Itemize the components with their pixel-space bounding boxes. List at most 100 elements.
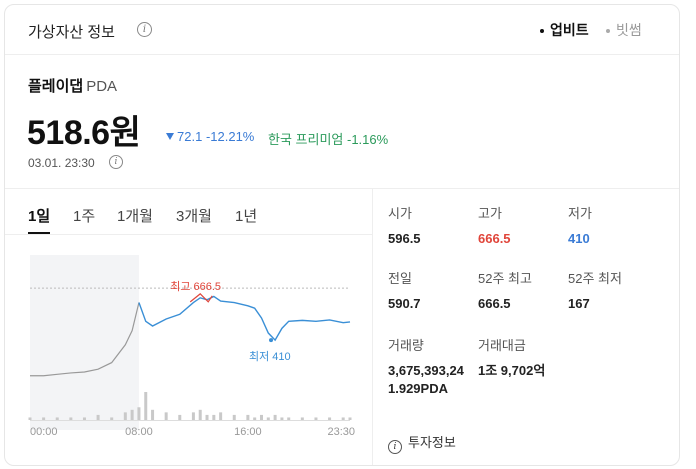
low-annotation: 최저 410 [249, 350, 291, 363]
volume-bar [123, 412, 127, 420]
volume-bar [55, 417, 59, 420]
stat-label: 거래량 [388, 338, 424, 353]
stat-prev-close: 전일 590.7 [388, 268, 478, 313]
volume-bar [259, 414, 263, 420]
current-price: 518.6원 [27, 114, 141, 152]
tab-1w[interactable]: 1주 [73, 208, 96, 225]
volume-bar [130, 409, 134, 420]
stat-value: 666.5 [478, 296, 511, 311]
volume-bar [212, 414, 216, 420]
info-icon[interactable]: i [137, 22, 152, 37]
high-annotation: 최고 666.5 [170, 280, 221, 293]
stat-label: 전일 [388, 271, 412, 286]
asset-symbol: PDA [86, 78, 118, 95]
source-label: 업비트 [550, 22, 589, 38]
volume-bar [314, 417, 318, 420]
volume-bar [96, 414, 100, 420]
volume-bar [82, 417, 86, 420]
section-divider [5, 188, 679, 189]
stat-label: 저가 [568, 206, 592, 221]
stat-label: 거래대금 [478, 338, 526, 353]
stat-label: 52주 최고 [478, 271, 532, 286]
volume-bar [246, 414, 250, 420]
source-label: 빗썸 [616, 22, 642, 38]
volume-bar [287, 417, 291, 420]
volume-bar [341, 417, 345, 420]
inactive-dot-icon [606, 29, 610, 34]
active-dot-icon [540, 29, 544, 34]
stat-value: 1조 9,702억 [478, 363, 546, 378]
volume-bar [69, 417, 73, 420]
change-amount: 72.1 [177, 129, 203, 144]
x-tick-label: 23:30 [327, 426, 355, 438]
volume-bar [42, 417, 46, 420]
volume-bar [328, 417, 332, 420]
volume-bar [198, 409, 202, 420]
volume-bar [205, 414, 209, 420]
volume-bar [348, 417, 352, 420]
stat-value: 666.5 [478, 231, 511, 246]
x-tick-label: 00:00 [30, 426, 58, 438]
stat-52w-high: 52주 최고 666.5 [478, 268, 568, 313]
volume-bar [144, 392, 148, 420]
stat-value: 410 [568, 231, 590, 246]
volume-bar [266, 417, 270, 420]
volume-bar [191, 412, 195, 420]
stat-value: 167 [568, 296, 590, 311]
price-chart[interactable]: 최고 666.5 최저 410 00:00 08:00 16:00 23:30 [25, 255, 365, 440]
stat-open: 시가 596.5 [388, 203, 478, 248]
stat-value: 3,675,393,241.929PDA [388, 363, 464, 396]
korea-premium: 한국 프리미엄 -1.16% [268, 132, 389, 147]
pre-market-line [30, 302, 140, 377]
tabs-underline [5, 234, 372, 235]
stat-52w-low: 52주 최저 167 [568, 268, 658, 313]
source-tab-upbit[interactable]: 업비트 [540, 20, 589, 40]
asset-name: 플레이댑 [28, 78, 84, 95]
stat-low: 저가 410 [568, 203, 658, 248]
x-tick-label: 16:00 [234, 426, 262, 438]
stat-value: 596.5 [388, 231, 421, 246]
crypto-info-card: 가상자산 정보 i 업비트 빗썸 플레이댑 PDA 518.6원 72.1 -12… [4, 4, 680, 466]
stat-label: 고가 [478, 206, 502, 221]
low-marker [269, 338, 274, 343]
volume-bar [137, 407, 141, 420]
down-triangle-icon [166, 133, 174, 140]
stat-high: 고가 666.5 [478, 203, 568, 248]
volume-bar [110, 417, 114, 420]
tab-1m[interactable]: 1개월 [117, 208, 153, 225]
stat-label: 시가 [388, 206, 412, 221]
x-tick-label: 08:00 [125, 426, 153, 438]
tab-1y[interactable]: 1년 [235, 208, 258, 225]
source-tab-bithumb[interactable]: 빗썸 [606, 20, 642, 40]
invest-info-link[interactable]: i 투자정보 [388, 432, 456, 454]
tab-3m[interactable]: 3개월 [176, 208, 212, 225]
timestamp: 03.01. 23:30 [28, 156, 95, 170]
invest-info-label: 투자정보 [408, 435, 456, 450]
timestamp-info-icon[interactable]: i [109, 155, 123, 169]
column-divider [372, 189, 373, 465]
info-icon: i [388, 440, 402, 454]
volume-bar [164, 412, 168, 420]
volume-bar [300, 417, 304, 420]
pre-market-shade [30, 255, 139, 430]
stat-label: 52주 최저 [568, 271, 622, 286]
stat-turnover: 거래대금 1조 9,702억 [478, 335, 578, 380]
volume-bar [28, 417, 32, 420]
high-marker [189, 293, 213, 303]
stat-value: 590.7 [388, 296, 421, 311]
change-percent: -12.21% [205, 129, 255, 144]
tab-1d[interactable]: 1일 [28, 205, 51, 234]
asset-name-row: 플레이댑 PDA [28, 75, 117, 96]
volume-bar [232, 414, 236, 420]
volume-bar [178, 414, 182, 420]
volume-bar [273, 414, 277, 420]
card-title: 가상자산 정보 [28, 24, 115, 41]
stat-volume: 거래량 3,675,393,241.929PDA [388, 335, 472, 398]
volume-bar [280, 417, 284, 420]
card-header: 가상자산 정보 i 업비트 빗썸 [5, 5, 679, 55]
price-change: 72.1 -12.21% [166, 129, 254, 144]
volume-bar [253, 417, 257, 420]
price-line [138, 295, 351, 342]
volume-bar [151, 409, 155, 420]
volume-bar [219, 412, 223, 420]
